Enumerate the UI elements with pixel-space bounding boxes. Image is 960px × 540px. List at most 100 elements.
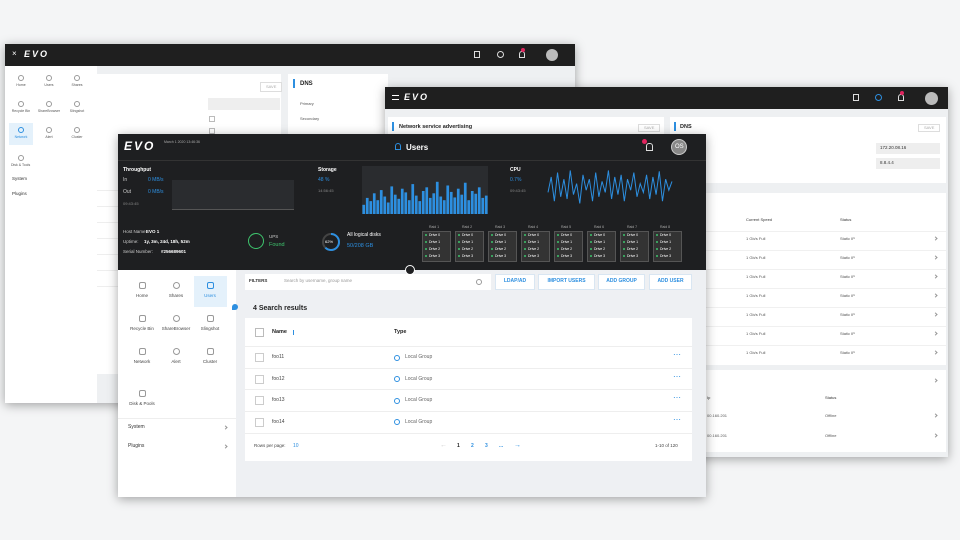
button-label[interactable]: LDAP/AD xyxy=(503,278,527,284)
drive-dot xyxy=(491,248,493,250)
nav-icon xyxy=(138,348,146,355)
nav-icon xyxy=(206,282,214,289)
cell: 1 Gb/s Full xyxy=(746,255,766,260)
avatar xyxy=(546,49,558,61)
throughput-chart xyxy=(172,180,294,210)
nav-label[interactable]: Disk & Tools xyxy=(11,163,31,167)
table-card xyxy=(705,370,946,452)
logo: EVO xyxy=(404,92,430,102)
page-size-select[interactable]: 10 xyxy=(293,443,299,449)
header-bar xyxy=(385,87,948,109)
column-header[interactable]: Type xyxy=(394,329,407,335)
info-label: Serial Number: xyxy=(123,249,154,254)
nav-label[interactable]: Network xyxy=(14,135,28,139)
row-menu[interactable]: ⋯ xyxy=(673,393,681,402)
pin-icon[interactable] xyxy=(232,304,238,310)
accent xyxy=(674,122,676,131)
header-bar xyxy=(5,44,575,66)
button-label[interactable]: IMPORT USERS xyxy=(547,278,586,284)
nav-label[interactable]: ShareBrowser xyxy=(161,326,191,331)
drive-label: Drive 2 xyxy=(462,246,474,251)
header-separator xyxy=(118,160,706,161)
raid-name: Raid 7 xyxy=(627,225,638,229)
disk-gauge xyxy=(322,233,340,251)
save-button[interactable]: SAVE xyxy=(260,82,283,92)
bar xyxy=(362,204,366,214)
timestamp: 09:43:45 xyxy=(510,188,526,193)
nav-label[interactable]: Users xyxy=(44,83,54,87)
nav-label[interactable]: Recycle Bin xyxy=(130,326,154,331)
checkbox[interactable] xyxy=(255,417,264,427)
save-button[interactable]: SAVE xyxy=(918,124,941,132)
row-line xyxy=(705,326,946,327)
drive-label: Drive 3 xyxy=(429,253,441,258)
drive-dot xyxy=(458,234,460,236)
button[interactable] xyxy=(538,274,595,290)
page-link[interactable]: 3 xyxy=(485,443,488,449)
nav-label[interactable]: Shares xyxy=(71,83,83,87)
disks-label[interactable]: All logical disks xyxy=(347,232,381,238)
bar xyxy=(432,193,436,214)
avatar[interactable] xyxy=(671,139,687,155)
checkbox[interactable] xyxy=(255,353,264,362)
nav-label[interactable]: Slingshot xyxy=(200,326,220,331)
column-header: Ip xyxy=(707,395,711,400)
nav-label[interactable]: Network xyxy=(133,359,151,364)
prev-arrow[interactable]: ← xyxy=(440,442,447,449)
raid-name: Raid 2 xyxy=(462,225,473,229)
nav-label[interactable]: Home xyxy=(135,293,148,298)
menu-item[interactable]: Plugins xyxy=(12,191,27,196)
nav-label[interactable]: Alert xyxy=(171,359,181,364)
nav-label[interactable]: Home xyxy=(16,83,26,87)
filters-button[interactable]: FILTERS xyxy=(249,278,268,283)
bell-icon[interactable] xyxy=(646,143,653,151)
raid-name: Raid 3 xyxy=(495,225,506,229)
bar xyxy=(369,201,373,214)
nav-label[interactable]: Disk & Pools xyxy=(129,401,155,406)
nav-label[interactable]: Users xyxy=(204,293,216,298)
column-header[interactable]: Name xyxy=(272,329,287,335)
drive-label: Drive 3 xyxy=(627,253,639,258)
results-count: 4 Search results xyxy=(253,305,308,312)
nav-label[interactable]: ShareBrowser xyxy=(37,109,61,113)
button-label[interactable]: ADD USER xyxy=(657,278,684,284)
row-menu[interactable]: ⋯ xyxy=(673,371,681,381)
row-menu[interactable]: ⋯ xyxy=(673,414,681,424)
checkbox[interactable] xyxy=(255,374,264,384)
checkbox[interactable] xyxy=(255,396,264,405)
search-input[interactable]: Search by username, group name xyxy=(284,278,353,283)
bar xyxy=(477,187,481,214)
nav-label[interactable]: Recycle Bin xyxy=(11,109,31,113)
menu-item[interactable]: Plugins xyxy=(128,443,145,449)
checkbox[interactable] xyxy=(255,328,264,337)
button[interactable] xyxy=(598,274,645,290)
row-line xyxy=(705,231,946,232)
menu-item[interactable]: System xyxy=(128,424,145,430)
cell: 00.160.201 xyxy=(707,413,728,418)
nav-icon xyxy=(74,101,80,107)
page-link[interactable]: ... xyxy=(499,443,504,449)
nav-icon xyxy=(206,348,214,355)
button-label[interactable]: ADD GROUP xyxy=(606,278,637,284)
bar xyxy=(407,200,411,214)
next-arrow[interactable]: → xyxy=(514,442,521,449)
nav-label[interactable]: Alert xyxy=(45,135,53,139)
save-button[interactable]: SAVE xyxy=(638,124,661,132)
drive-label: Drive 3 xyxy=(528,253,540,258)
cell: Local Group xyxy=(405,354,433,360)
button[interactable] xyxy=(495,274,535,290)
nav-label[interactable]: Shares xyxy=(168,293,184,298)
nav-label[interactable]: Slingshot xyxy=(69,109,85,113)
drive-label: Drive 2 xyxy=(627,246,639,251)
row-menu[interactable]: ⋯ xyxy=(673,350,681,359)
menu-icon xyxy=(392,95,399,100)
drive-label: Drive 0 xyxy=(528,232,540,237)
menu-item[interactable]: System xyxy=(12,176,28,181)
nav-label[interactable]: Cluster xyxy=(71,135,83,139)
row-line xyxy=(705,307,946,308)
page-link[interactable]: 1 xyxy=(457,443,460,449)
page-link[interactable]: 2 xyxy=(471,443,474,449)
drive-dot xyxy=(524,234,526,236)
button[interactable] xyxy=(649,274,692,290)
nav-label[interactable]: Cluster xyxy=(202,359,218,364)
